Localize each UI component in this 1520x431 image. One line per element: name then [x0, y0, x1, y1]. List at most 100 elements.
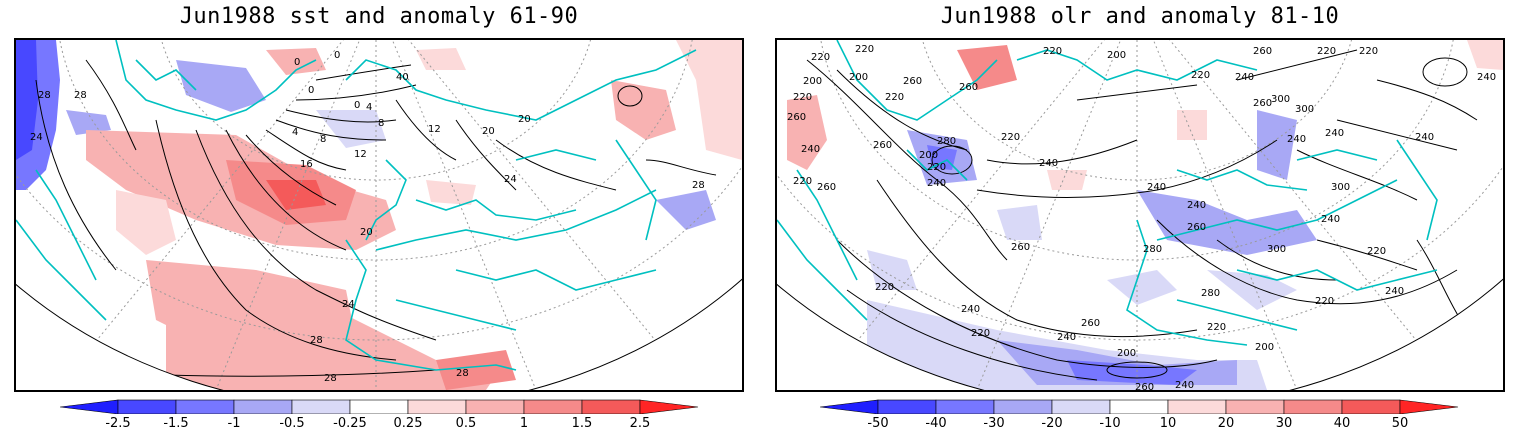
colorbar-swatch [465, 399, 525, 414]
colorbar-swatch [117, 399, 177, 414]
contour-label: 220 [1043, 46, 1062, 57]
colorbar-swatch [175, 399, 235, 414]
contour-label: 0 [334, 50, 340, 61]
contour-label: 8 [378, 118, 384, 129]
colorbar-swatch [349, 399, 409, 414]
colorbar-arrow-high [639, 399, 699, 414]
sst-colorbar-tick-label: 0.5 [455, 416, 477, 431]
contour-label: 240 [1175, 380, 1194, 390]
contour-label: 280 [1201, 288, 1220, 299]
contour-label: 24 [30, 132, 43, 143]
sst-colorbar-tick-label: 0.25 [393, 416, 423, 431]
contour-label: 300 [1267, 244, 1286, 255]
contour-label: 8 [320, 134, 326, 145]
contour-label: 240 [801, 144, 820, 155]
olr-colorbar [820, 399, 1459, 414]
colorbar-swatch [1109, 399, 1169, 414]
anomaly-patch [611, 80, 676, 140]
sst-colorbar-tick-label: -0.25 [333, 416, 367, 431]
olr-colorbar-tick-label: 40 [1333, 416, 1351, 431]
anomaly-patch [1467, 40, 1503, 70]
anomaly-patch [66, 110, 111, 135]
contour-label: 220 [1001, 132, 1020, 143]
contour-label: 240 [1235, 72, 1254, 83]
anomaly-patch [176, 60, 266, 112]
contour-label: 220 [1317, 46, 1336, 57]
contour-label: 24 [342, 299, 355, 310]
contour-label: 200 [1117, 348, 1136, 359]
contour-label: 220 [875, 282, 894, 293]
anomaly-patch [1177, 110, 1207, 140]
contour-label: 220 [1191, 70, 1210, 81]
contour-label: 28 [38, 90, 51, 101]
contour-label: 260 [873, 140, 892, 151]
contour-label: 240 [1415, 132, 1434, 143]
sst-colorbar [60, 399, 699, 414]
olr-colorbar-tick-label: -50 [867, 416, 889, 431]
contour-label: 0 [308, 85, 314, 96]
contour-label: 200 [1255, 342, 1274, 353]
colorbar-swatch [1167, 399, 1227, 414]
contour-label: 240 [1057, 332, 1076, 343]
contour-label: 12 [428, 124, 441, 135]
contour-label: 16 [300, 159, 313, 170]
sst-colorbar-tick-label: -2.5 [105, 416, 131, 431]
anomaly-patch [116, 190, 176, 255]
contour-label: 220 [927, 162, 946, 173]
coastlines [16, 40, 697, 371]
contour-label: 220 [1207, 322, 1226, 333]
contour-label: 40 [396, 72, 409, 83]
contour-label: 260 [1081, 318, 1100, 329]
coastlines [777, 40, 1438, 346]
contour-label: 240 [927, 178, 946, 189]
contour-labels: 220 220 200 220 260 200 260 220 240 260 … [787, 44, 1496, 390]
contour-label: 4 [366, 102, 372, 113]
contour-label: 220 [1367, 246, 1386, 257]
contour-label: 260 [1253, 46, 1272, 57]
contour-label: 4 [292, 127, 298, 138]
olr-colorbar-tick-label: -40 [925, 416, 947, 431]
olr-colorbar-tick-label: -10 [1099, 416, 1121, 431]
anomaly-patch [957, 45, 1017, 90]
sst-contours [35, 59, 717, 377]
contour-label: 200 [849, 72, 868, 83]
right-map-title: Jun1988 olr and anomaly 81-10 [940, 4, 1340, 29]
contour-label: 260 [1187, 222, 1206, 233]
colorbar-swatch [1225, 399, 1285, 414]
contour-label: 220 [1315, 296, 1334, 307]
contour-label: 280 [1143, 244, 1162, 255]
graticule [16, 40, 742, 390]
colorbar-swatch [581, 399, 641, 414]
contour-label: 240 [1039, 158, 1058, 169]
anomaly-patch [426, 180, 476, 205]
colorbar-swatch [233, 399, 293, 414]
contour-label: 0 [294, 57, 300, 68]
colorbar-swatch [291, 399, 351, 414]
sst-colorbar-tick-label: 1 [519, 416, 529, 431]
colorbar-swatch [1341, 399, 1401, 414]
contour-label: 220 [885, 92, 904, 103]
contour-label: 240 [1325, 128, 1344, 139]
contour-label: 20 [518, 114, 531, 125]
contour-label: 300 [1331, 182, 1350, 193]
olr-anomaly-map: 220 220 200 220 260 200 260 220 240 260 … [775, 38, 1505, 392]
sst-colorbar-tick-label: 1.5 [571, 416, 593, 431]
contour-label: 200 [803, 76, 822, 87]
contour-label: 240 [1385, 286, 1404, 297]
contour-label: 240 [1321, 214, 1340, 225]
contour-label: 260 [817, 182, 836, 193]
anomaly-patch [1257, 110, 1297, 180]
contour-label: 240 [1477, 72, 1496, 83]
anomaly-patch [436, 350, 516, 390]
colorbar-swatch [523, 399, 583, 414]
contour-label: 220 [971, 328, 990, 339]
contour-label: 240 [1147, 182, 1166, 193]
colorbar-swatch [407, 399, 467, 414]
sst-colorbar-tick-label: -1.5 [163, 416, 189, 431]
olr-colorbar-tick-label: -20 [1041, 416, 1063, 431]
olr-colorbar-tick-label: 10 [1159, 416, 1177, 431]
contour-label: 200 [919, 150, 938, 161]
colorbar-swatch [1051, 399, 1111, 414]
anomaly-patch [927, 145, 957, 170]
contour-label: 200 [1107, 50, 1126, 61]
